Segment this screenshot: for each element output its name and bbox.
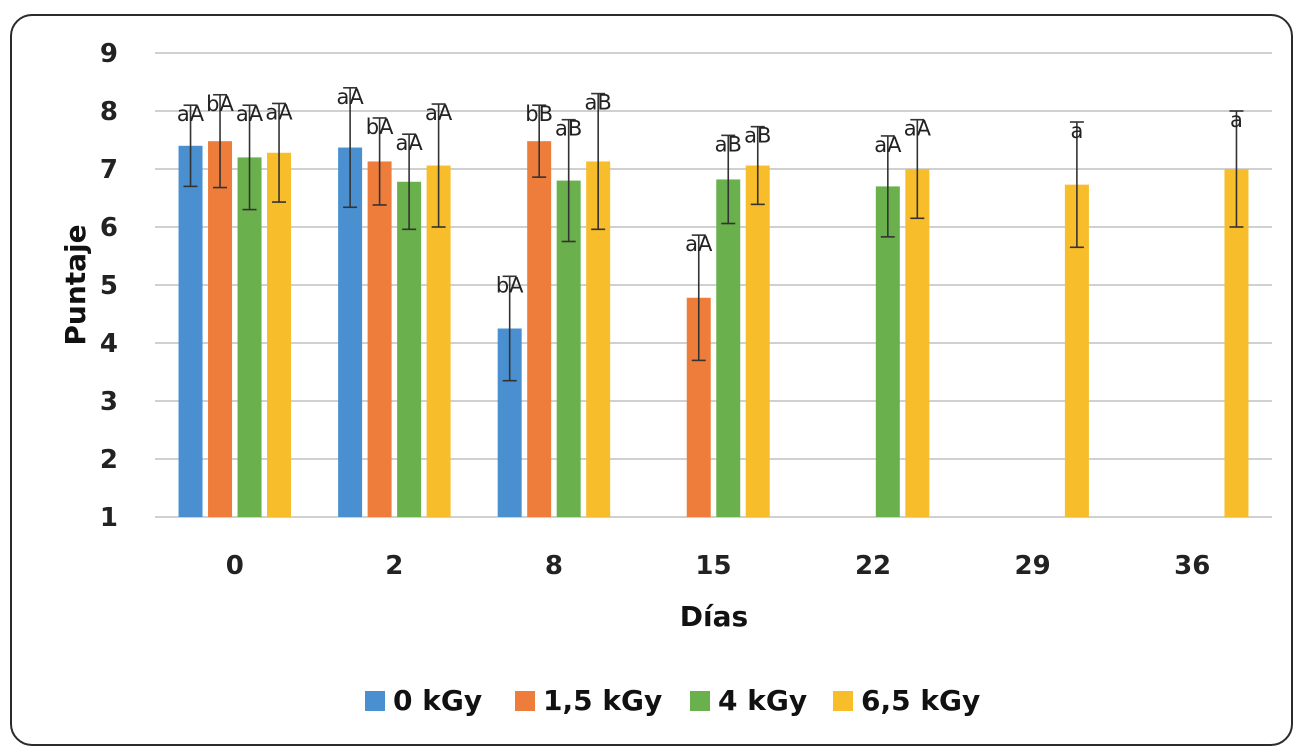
data-label: bA	[366, 115, 394, 139]
bar	[716, 179, 741, 517]
data-label: aB	[585, 91, 612, 115]
bar	[178, 145, 203, 518]
bar	[338, 147, 363, 518]
legend-label: 4 kGy	[718, 684, 807, 717]
data-label: aA	[236, 102, 264, 126]
data-label: aA	[395, 131, 423, 155]
legend-swatch	[515, 691, 535, 711]
x-tick-label: 22	[855, 551, 891, 581]
y-tick-label: 5	[100, 271, 118, 301]
bar	[267, 152, 292, 517]
data-label: aA	[874, 133, 902, 157]
y-tick-label: 2	[100, 445, 118, 475]
data-label: aA	[336, 85, 364, 109]
x-tick-label: 15	[695, 551, 731, 581]
x-axis-title: Días	[680, 600, 748, 633]
y-tick-label: 4	[100, 329, 118, 359]
y-tick-label: 3	[100, 387, 118, 417]
data-label: a	[1070, 119, 1083, 143]
x-tick-label: 0	[226, 551, 244, 581]
data-label: bA	[206, 92, 234, 116]
x-tick-label: 8	[545, 551, 563, 581]
data-label: bB	[525, 102, 553, 126]
bar	[905, 169, 930, 517]
y-tick-label: 1	[100, 503, 118, 533]
y-tick-label: 7	[100, 155, 118, 185]
bar	[367, 161, 392, 517]
data-label: bA	[496, 273, 524, 297]
data-label: aA	[425, 101, 453, 125]
legend-swatch	[365, 691, 385, 711]
bar	[237, 157, 262, 517]
y-tick-label: 8	[100, 97, 118, 127]
y-tick-label: 9	[100, 39, 118, 69]
data-label: aB	[715, 132, 742, 156]
bar	[397, 181, 422, 517]
data-label: aA	[265, 100, 293, 124]
data-label: a	[1230, 108, 1243, 132]
y-axis-title: Puntaje	[59, 224, 92, 345]
data-label: aB	[555, 117, 582, 141]
data-label: aA	[904, 117, 932, 141]
legend-label: 6,5 kGy	[861, 684, 980, 717]
legend-swatch	[833, 691, 853, 711]
data-label: aA	[177, 102, 205, 126]
bar	[527, 141, 552, 517]
legend-label: 0 kGy	[393, 684, 482, 717]
data-label: aA	[685, 232, 713, 256]
legend-swatch	[690, 691, 710, 711]
bar	[208, 141, 233, 517]
bar	[745, 165, 770, 517]
bar	[875, 186, 900, 517]
y-tick-label: 6	[100, 213, 118, 243]
data-label: aB	[744, 124, 771, 148]
x-tick-label: 29	[1015, 551, 1051, 581]
x-tick-label: 2	[385, 551, 403, 581]
legend-label: 1,5 kGy	[543, 684, 662, 717]
x-tick-label: 36	[1174, 551, 1210, 581]
